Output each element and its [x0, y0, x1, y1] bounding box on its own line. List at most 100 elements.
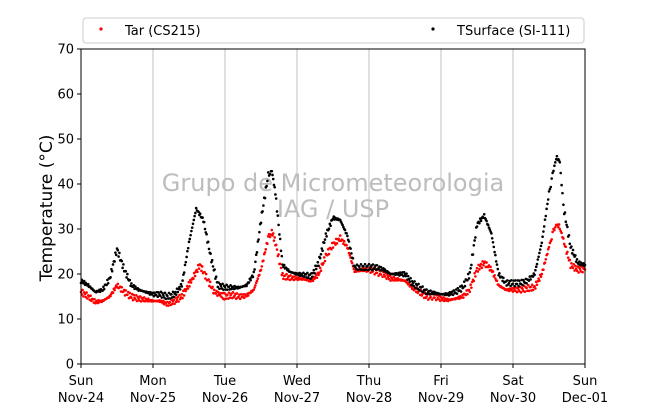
data-point: [347, 251, 351, 255]
data-point: [265, 184, 268, 188]
data-point: [188, 285, 191, 288]
data-point: [193, 214, 196, 218]
legend-label-tar: Tar (CS215): [124, 24, 201, 39]
data-points: [79, 154, 587, 307]
data-point: [98, 290, 102, 294]
data-point: [547, 245, 551, 249]
data-point: [124, 289, 128, 292]
data-point: [578, 268, 582, 271]
data-point: [220, 295, 223, 299]
data-point: [493, 273, 496, 277]
data-point: [282, 263, 286, 267]
data-point: [264, 248, 268, 251]
data-point: [219, 284, 223, 288]
data-point: [203, 227, 207, 231]
data-point: [242, 296, 246, 300]
data-point: [350, 252, 353, 255]
data-point: [566, 225, 569, 229]
data-point: [120, 259, 124, 263]
data-point: [176, 295, 180, 299]
data-point: [194, 206, 198, 210]
data-point: [526, 283, 530, 287]
data-point: [537, 277, 540, 280]
data-point: [554, 161, 557, 164]
x-tick-label-day: Sun: [573, 374, 598, 389]
data-point: [538, 279, 541, 283]
data-point: [517, 284, 520, 288]
data-point: [317, 264, 320, 268]
data-point: [478, 264, 482, 268]
data-point: [174, 300, 178, 304]
data-point: [475, 266, 479, 270]
data-point: [255, 279, 259, 283]
data-point: [317, 273, 320, 277]
data-point: [478, 268, 481, 271]
data-point: [226, 293, 229, 297]
data-point: [573, 269, 576, 272]
data-point: [304, 273, 308, 276]
data-point: [186, 246, 190, 250]
data-point: [196, 270, 199, 274]
data-point: [470, 286, 473, 289]
data-point: [181, 296, 184, 300]
data-point: [557, 223, 561, 226]
data-point: [266, 242, 269, 246]
data-point: [545, 207, 548, 211]
data-point: [318, 271, 321, 275]
data-point: [286, 268, 290, 271]
data-point: [102, 287, 106, 291]
data-point: [402, 270, 406, 274]
data-point: [456, 286, 460, 290]
data-point: [411, 282, 415, 285]
data-point: [163, 291, 167, 295]
data-point: [203, 270, 206, 274]
data-point: [214, 292, 218, 295]
data-point: [192, 277, 195, 281]
data-point: [252, 288, 256, 292]
data-point: [359, 263, 363, 266]
data-point: [302, 271, 305, 275]
data-point: [352, 267, 356, 271]
y-tick-label: 50: [57, 133, 74, 148]
data-point: [172, 295, 176, 299]
y-tick-label: 70: [57, 43, 74, 58]
data-point: [360, 268, 364, 272]
data-point: [364, 268, 368, 271]
data-point: [335, 242, 339, 245]
data-point: [363, 262, 367, 266]
data-point: [575, 269, 579, 273]
data-point: [345, 231, 348, 235]
data-point: [527, 289, 531, 293]
data-point: [251, 275, 255, 279]
data-point: [191, 222, 195, 226]
data-point: [274, 243, 278, 247]
data-point: [110, 269, 114, 273]
data-point: [254, 284, 257, 287]
data-point: [182, 294, 186, 297]
data-point: [381, 275, 384, 279]
data-point: [410, 280, 414, 283]
data-point: [160, 296, 164, 299]
data-point: [535, 262, 539, 266]
data-point: [201, 216, 204, 219]
data-point: [429, 295, 432, 299]
data-point: [168, 297, 172, 300]
x-tick-label-date: Nov-25: [130, 391, 176, 406]
data-point: [525, 286, 528, 290]
data-point: [216, 290, 220, 294]
series-0: [79, 223, 587, 307]
data-point: [546, 247, 550, 251]
x-tick-label-date: Nov-28: [346, 391, 392, 406]
data-point: [438, 299, 442, 303]
data-point: [214, 275, 218, 278]
data-point: [414, 286, 417, 290]
data-point: [341, 223, 344, 227]
gridlines: [152, 49, 514, 364]
data-point: [490, 232, 493, 235]
legend-marker-tsurface: [431, 27, 435, 31]
x-tick-label-date: Nov-29: [418, 391, 464, 406]
data-point: [490, 236, 494, 240]
data-point: [495, 263, 499, 266]
data-point: [200, 269, 203, 273]
data-point: [469, 283, 472, 287]
